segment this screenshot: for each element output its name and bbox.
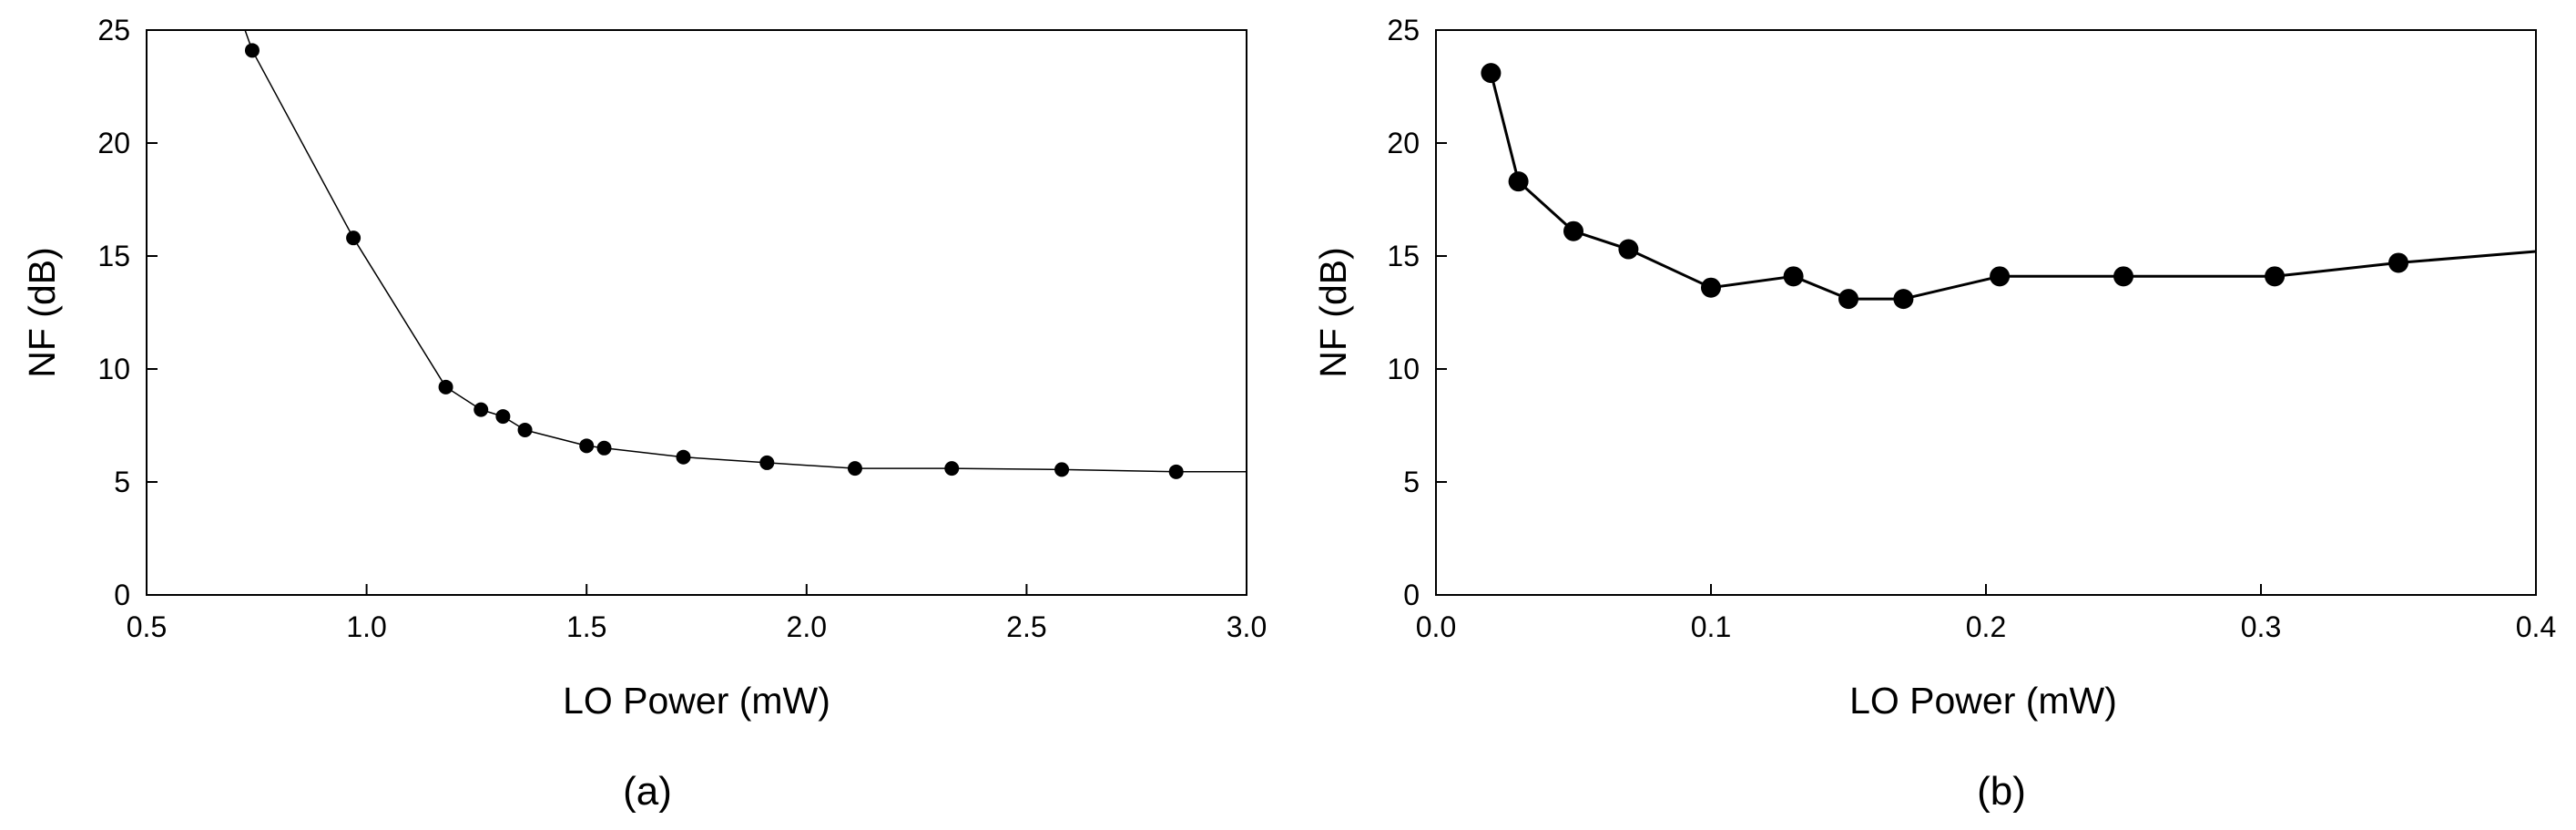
- x-tick-label: 0.5: [127, 610, 167, 643]
- x-tick-label: 0.0: [1416, 610, 1456, 643]
- chart-panel-a: 0.5 1.0 1.5 2.0 2.5 3.0 0 5 10 15 20 25 LO Power (…: [21, 14, 1267, 814]
- y-tick-label: 15: [97, 240, 130, 272]
- data-point: [517, 422, 533, 437]
- x-tick-label: 1.0: [346, 610, 386, 643]
- x-tick-label: 0.1: [1691, 610, 1731, 643]
- y-tick-label: 10: [1387, 353, 1420, 385]
- data-point: [2113, 266, 2133, 287]
- panel-label-b: (b): [1977, 769, 2026, 814]
- y-axis-title: NF (dB): [21, 247, 63, 378]
- y-tick-label: 5: [1403, 466, 1420, 498]
- data-point: [2265, 266, 2286, 287]
- data-point: [1838, 289, 1858, 310]
- data-point: [596, 440, 612, 456]
- y-tick-label: 20: [1387, 127, 1420, 159]
- data-point: [1481, 63, 1502, 84]
- y-axis-ticks: 0 5 10 15 20 25: [97, 14, 158, 611]
- x-axis-title: LO Power (mW): [1849, 680, 2117, 722]
- data-point: [676, 449, 691, 465]
- data-point: [1508, 171, 1529, 192]
- series-group: [1481, 63, 2536, 310]
- data-point: [1563, 220, 1583, 241]
- y-tick-label: 0: [114, 579, 130, 611]
- data-point: [1783, 266, 1804, 287]
- data-point: [495, 409, 511, 425]
- data-point: [2388, 252, 2408, 273]
- data-point: [1990, 266, 2011, 287]
- plot-frame: [1435, 29, 2537, 596]
- data-point: [1893, 289, 1914, 310]
- x-tick-label: 2.5: [1006, 610, 1046, 643]
- x-axis-ticks: 0.0 0.1 0.2 0.3 0.4: [1416, 584, 2556, 643]
- data-point: [1054, 462, 1070, 477]
- y-axis-title: NF (dB): [1312, 247, 1354, 378]
- data-point: [473, 402, 489, 417]
- x-axis-ticks: 0.5 1.0 1.5 2.0 2.5 3.0: [127, 584, 1267, 643]
- x-axis-title: LO Power (mW): [563, 680, 830, 722]
- data-point: [346, 231, 361, 246]
- y-tick-label: 0: [1403, 579, 1420, 611]
- plot-area: [244, 30, 1247, 479]
- plot-frame: [146, 29, 1247, 596]
- series-group: [244, 30, 1247, 479]
- plot-area: [1481, 63, 2536, 310]
- data-point: [944, 461, 960, 476]
- chart-panel-b: 0.0 0.1 0.2 0.3 0.4 0 5 10 15 20 25 LO Power (mW)…: [1312, 14, 2556, 814]
- x-tick-label: 2.0: [787, 610, 827, 643]
- y-tick-label: 25: [97, 14, 130, 46]
- x-tick-label: 1.5: [566, 610, 606, 643]
- data-point: [1618, 239, 1639, 260]
- y-tick-label: 20: [97, 127, 130, 159]
- x-tick-label: 3.0: [1227, 610, 1267, 643]
- x-tick-label: 0.2: [1966, 610, 2006, 643]
- data-point: [1701, 277, 1721, 298]
- data-point: [1168, 464, 1184, 479]
- series-line: [1489, 72, 2536, 301]
- x-tick-label: 0.4: [2516, 610, 2556, 643]
- y-tick-label: 25: [1387, 14, 1420, 46]
- y-tick-label: 15: [1387, 240, 1420, 272]
- y-tick-label: 10: [97, 353, 130, 385]
- data-point: [244, 43, 260, 58]
- series-line: [244, 30, 1247, 473]
- y-axis-ticks: 0 5 10 15 20 25: [1387, 14, 1447, 611]
- panel-label-a: (a): [623, 769, 672, 814]
- data-point: [579, 438, 595, 454]
- x-tick-label: 0.3: [2241, 610, 2281, 643]
- y-tick-label: 5: [114, 466, 130, 498]
- data-point: [759, 455, 775, 470]
- data-point: [847, 461, 862, 476]
- data-point: [438, 379, 453, 395]
